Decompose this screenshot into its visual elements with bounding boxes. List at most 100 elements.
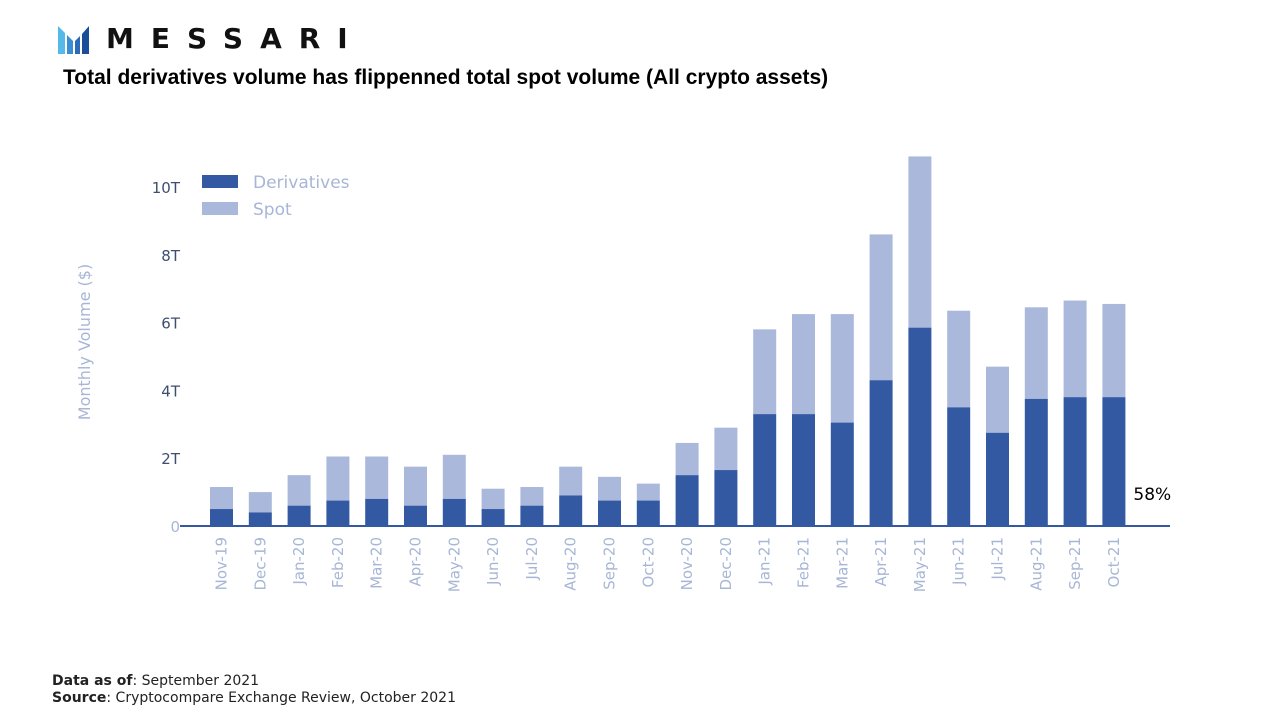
bar-spot	[326, 456, 350, 501]
bar-derivatives	[714, 470, 738, 526]
bar-derivatives	[365, 498, 389, 526]
legend-swatch-derivatives	[202, 175, 238, 188]
x-tick-label: Oct-20	[639, 537, 657, 587]
bar-derivatives	[1063, 397, 1087, 526]
legend-label-spot: Spot	[253, 200, 292, 220]
bar-spot	[947, 310, 971, 408]
bar-derivatives	[1024, 398, 1048, 526]
bars	[210, 156, 1126, 526]
bar-spot	[753, 329, 777, 415]
data-as-of-label: Data as of	[52, 673, 133, 689]
y-tick-label: 8T	[161, 247, 181, 265]
x-tick-label: Jul-20	[523, 537, 541, 581]
y-tick-label: 4T	[161, 382, 181, 400]
source-value: : Cryptocompare Exchange Review, October…	[106, 690, 456, 706]
bar-derivatives	[947, 407, 971, 526]
x-tick-label: May-21	[911, 537, 929, 592]
bar-derivatives	[1102, 397, 1126, 526]
x-tick-label: Feb-21	[795, 537, 813, 588]
x-tick-label: Jun-20	[484, 537, 502, 586]
bar-spot	[792, 314, 815, 415]
legend: Derivatives Spot	[202, 173, 350, 220]
source-label: Source	[52, 690, 107, 706]
x-tick-label: Dec-19	[251, 537, 269, 591]
bar-derivatives	[210, 509, 233, 526]
legend-label-derivatives: Derivatives	[253, 173, 350, 193]
y-axis-label: Monthly Volume ($)	[75, 264, 94, 420]
y-tick-label: 10T	[152, 179, 181, 197]
bar-derivatives	[986, 432, 1009, 526]
x-tick-label: Sep-21	[1066, 537, 1084, 590]
annotations: 58%	[1133, 485, 1171, 505]
bar-derivatives	[830, 422, 854, 526]
bar-derivatives	[559, 495, 583, 526]
bar-spot	[830, 314, 854, 423]
chart-title: Total derivatives volume has flippenned …	[63, 66, 829, 89]
bar-spot	[869, 234, 893, 381]
x-tick-label: Nov-20	[678, 537, 696, 590]
bar-derivatives	[481, 509, 505, 526]
footer: Data as of: September 2021 Source: Crypt…	[52, 673, 456, 707]
bar-derivatives	[908, 327, 932, 526]
bar-spot	[481, 488, 505, 510]
x-tick-label: Jan-20	[290, 537, 308, 586]
x-tick-label: Dec-20	[717, 537, 735, 591]
source-line: Source: Cryptocompare Exchange Review, O…	[52, 690, 456, 707]
bar-spot	[986, 366, 1009, 433]
bar-spot	[714, 427, 738, 471]
bar-derivatives	[753, 414, 777, 526]
y-tick-label: 2T	[161, 450, 181, 468]
x-tick-label: Oct-21	[1105, 537, 1123, 587]
x-tick-label: Aug-21	[1027, 537, 1045, 591]
bar-derivatives	[636, 500, 660, 526]
legend-swatch-spot	[202, 202, 238, 215]
bar-spot	[248, 492, 272, 513]
bar-spot	[520, 487, 544, 506]
bar-derivatives	[598, 500, 621, 526]
bar-spot	[675, 442, 699, 476]
x-tick-label: Aug-20	[562, 537, 580, 591]
bar-derivatives	[404, 505, 427, 526]
bar-derivatives	[869, 380, 893, 526]
x-tick-label: Feb-20	[329, 537, 347, 588]
bar-spot	[908, 156, 932, 328]
bar-derivatives	[675, 475, 699, 526]
bar-derivatives	[520, 505, 544, 526]
x-tick-label: Nov-19	[213, 537, 231, 590]
bar-spot	[559, 466, 583, 496]
x-tick-label: Apr-21	[872, 537, 890, 587]
bar-spot	[636, 483, 660, 501]
x-tick-label: May-20	[445, 537, 463, 592]
bar-spot	[1024, 307, 1048, 399]
bar-spot	[442, 454, 466, 499]
bar-spot	[404, 466, 427, 506]
bar-derivatives	[287, 505, 311, 526]
data-as-of-line: Data as of: September 2021	[52, 673, 456, 690]
data-as-of-value: : September 2021	[132, 673, 260, 689]
logo-wordmark: MESSARI	[106, 22, 365, 55]
bar-derivatives	[442, 498, 466, 526]
bar-derivatives	[248, 512, 272, 526]
x-tick-label: Mar-20	[368, 537, 386, 589]
annotation-label: 58%	[1133, 485, 1171, 505]
x-axis-ticks: Nov-19 Dec-19 Jan-20 Feb-20 Mar-20 Apr-20 May-…	[213, 537, 1123, 592]
x-tick-label: Jan-21	[756, 537, 774, 586]
bar-spot	[598, 476, 621, 501]
y-tick-label: 6T	[161, 315, 181, 333]
messari-logo-mark-icon	[58, 26, 89, 54]
bar-spot	[1063, 300, 1087, 398]
bar-spot	[210, 487, 233, 510]
bar-spot	[287, 475, 311, 506]
x-tick-label: Sep-20	[601, 537, 619, 590]
y-axis-ticks: 0 2T 4T 6T 8T 10T	[152, 179, 181, 536]
bar-derivatives	[792, 414, 815, 526]
x-tick-label: Mar-21	[833, 537, 851, 589]
bar-spot	[365, 456, 389, 499]
x-tick-label: Apr-20	[407, 537, 425, 587]
messari-logo: MESSARI	[58, 24, 365, 54]
x-tick-label: Jun-21	[950, 537, 968, 586]
bar-spot	[1102, 303, 1126, 398]
bar-derivatives	[326, 500, 350, 526]
y-tick-label: 0	[170, 518, 180, 536]
